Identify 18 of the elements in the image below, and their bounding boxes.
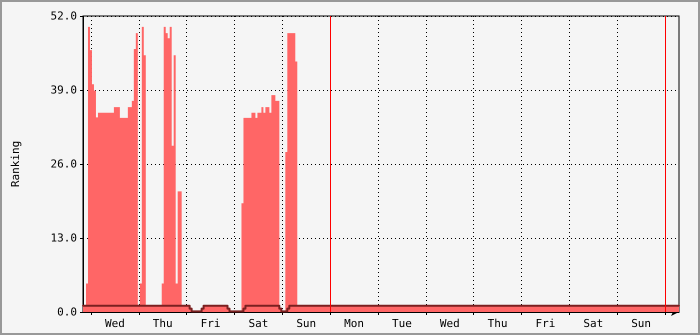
x-tick-label: Sat bbox=[583, 317, 604, 330]
x-tick-label: Sun bbox=[296, 317, 316, 330]
x-tick-label: Sun bbox=[631, 317, 652, 330]
x-tick-label: Sat bbox=[248, 317, 268, 330]
y-tick-label: 0.0 bbox=[57, 306, 77, 318]
y-axis-title: Ranking bbox=[9, 140, 22, 188]
x-tick-label: Fri bbox=[200, 317, 221, 330]
y-tick-label: 52.0 bbox=[50, 10, 77, 22]
y-tick-label: 39.0 bbox=[50, 84, 77, 96]
x-tick-label: Wed bbox=[104, 317, 125, 330]
x-tick-label: Mon bbox=[344, 317, 364, 330]
y-tick-label: 13.0 bbox=[50, 232, 77, 244]
x-tick-label: Fri bbox=[536, 317, 556, 330]
x-tick-label: Wed bbox=[440, 317, 460, 330]
x-tick-label: Thu bbox=[488, 317, 508, 330]
y-tick-label: 26.0 bbox=[50, 158, 77, 170]
x-tick-label: Tue bbox=[392, 317, 412, 330]
x-tick-label: Thu bbox=[152, 317, 173, 330]
